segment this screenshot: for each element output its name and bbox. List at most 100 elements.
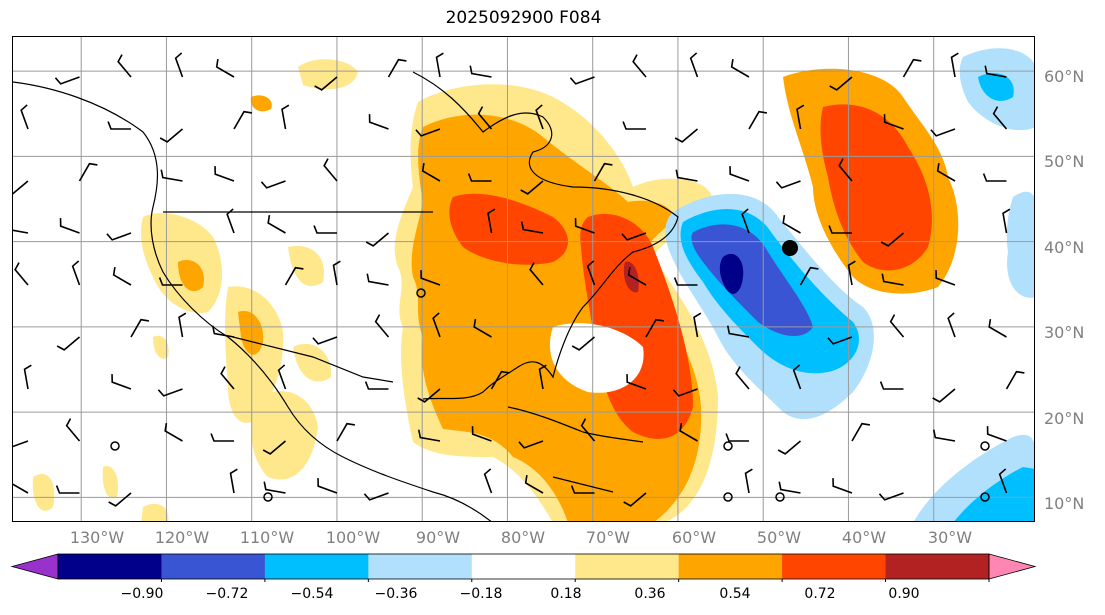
wind-barb (730, 58, 750, 78)
wind-barb (65, 418, 81, 442)
wind-barb (332, 260, 341, 286)
wind-barb (473, 318, 492, 338)
wind-barb (986, 426, 1007, 442)
colorbar-segment (575, 554, 680, 579)
wind-barb (417, 388, 441, 403)
calm-wind-marker (723, 441, 733, 451)
wind-barb (679, 422, 698, 442)
wind-barb (535, 104, 544, 130)
colorbar-outline (57, 553, 990, 580)
wind-barb (13, 229, 29, 234)
wind-barb (621, 232, 647, 241)
lat-label-40n: 40°N (1044, 238, 1085, 257)
wind-barb (880, 232, 905, 247)
wind-barb (538, 364, 547, 390)
map-panel[interactable] (12, 36, 1035, 522)
wind-barb (59, 218, 80, 234)
wind-barb (932, 388, 956, 403)
wind-barb (748, 110, 768, 130)
wind-barb (420, 270, 441, 286)
wind-barb (571, 336, 596, 351)
graticule (13, 37, 1034, 521)
colorbar-tick-label: −0.36 (374, 586, 418, 602)
lon-label-40w: 40°W (841, 528, 887, 547)
lon-label-30w: 30°W (927, 528, 973, 547)
wind-barb (108, 492, 132, 507)
wind-barb (471, 426, 492, 442)
calm-wind-marker (263, 492, 273, 502)
colorbar-tick-label: 0.36 (634, 586, 666, 602)
wind-barb (284, 266, 304, 286)
wind-barb (417, 429, 441, 442)
wind-barb (23, 364, 32, 390)
wind-barb (262, 440, 287, 455)
wind-barb (626, 374, 647, 390)
wind-barb (263, 481, 286, 494)
wind-barb (518, 440, 544, 449)
wind-barb (477, 106, 493, 130)
lat-label-60n: 60°N (1044, 67, 1085, 86)
wind-barb (796, 104, 805, 130)
wind-barb (782, 214, 801, 234)
wind-barb (313, 225, 337, 234)
wind-barb (164, 422, 183, 442)
colorbar-tick-marks (160, 579, 990, 582)
wind-barb (1005, 370, 1025, 390)
wind-barb (467, 173, 492, 182)
wind-barb (374, 314, 390, 338)
wind-barb (106, 232, 132, 241)
wind-barb (220, 366, 235, 390)
wind-barb (20, 104, 29, 130)
colorbar-segment (782, 554, 887, 579)
colorbar-extend-low (10, 553, 59, 580)
colorbar-segments (10, 553, 1037, 580)
wind-barb (490, 370, 510, 390)
wind-barb (71, 260, 81, 286)
wind-barb (672, 388, 698, 397)
wind-barb (878, 492, 904, 501)
wind-barb (281, 104, 290, 130)
wind-barb (260, 180, 286, 189)
wind-barb (998, 468, 1008, 494)
wind-barb (178, 312, 187, 338)
wind-barb (432, 312, 441, 338)
wind-barb (799, 266, 819, 286)
wind-barb (879, 381, 904, 390)
wind-barb (159, 128, 184, 143)
wind-barb (54, 76, 80, 85)
wind-barb (883, 114, 904, 130)
wind-barb (267, 214, 286, 234)
wind-barb (435, 52, 444, 78)
wind-barb (210, 433, 234, 442)
wind-barb (729, 166, 750, 182)
wind-barb (930, 128, 956, 137)
colorbar-tick-label: −0.54 (290, 586, 334, 602)
colorbar-segment (471, 554, 576, 579)
lon-label-80w: 80°W (500, 528, 546, 547)
wind-barb (984, 65, 1007, 78)
lon-label-130w: 130°W (69, 528, 125, 547)
lon-label-90w: 90°W (415, 528, 461, 547)
station-marker-layer (110, 240, 990, 502)
wind-barb (881, 273, 904, 286)
wind-barb (674, 128, 699, 143)
wind-barb (827, 336, 853, 345)
wind-barb (157, 388, 183, 397)
colorbar-segment (58, 554, 162, 579)
colorbar-tick-label: −0.72 (205, 586, 249, 602)
wind-barb (988, 318, 1007, 338)
wind-barb (112, 266, 132, 286)
wind-barb (226, 208, 235, 234)
wind-barb (366, 273, 389, 286)
wind-barb (777, 440, 802, 455)
wind-barb (792, 364, 802, 390)
wind-barb (586, 260, 596, 286)
wind-barb (645, 318, 665, 338)
wind-barb (932, 429, 956, 442)
wind-barb (725, 433, 749, 442)
wind-barb (363, 492, 389, 501)
wind-barb (829, 76, 853, 91)
wind-barb (529, 262, 544, 286)
wind-barb (838, 158, 853, 182)
map-title: 2025092900 F084 (445, 8, 602, 28)
